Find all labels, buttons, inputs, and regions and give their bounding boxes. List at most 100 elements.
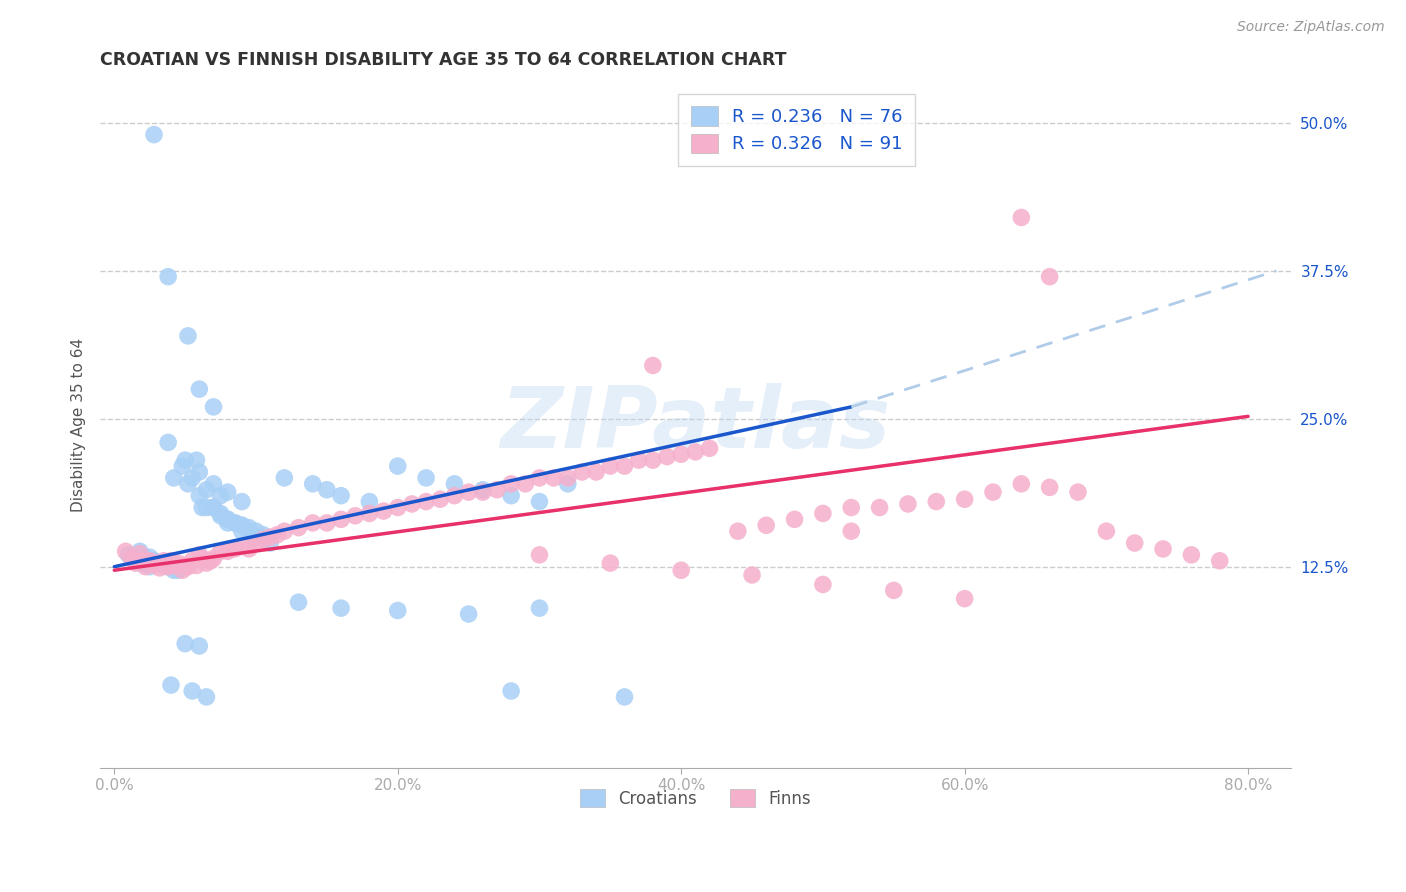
Point xyxy=(429,492,451,507)
Point xyxy=(1180,548,1202,562)
Point xyxy=(252,533,274,547)
Point xyxy=(1010,211,1032,225)
Point xyxy=(457,485,479,500)
Point xyxy=(209,507,232,521)
Point xyxy=(387,500,409,515)
Point xyxy=(501,476,523,491)
Point xyxy=(1209,554,1232,568)
Point xyxy=(301,476,323,491)
Point xyxy=(160,554,183,568)
Point xyxy=(401,497,423,511)
Point xyxy=(571,465,593,479)
Point xyxy=(195,500,218,515)
Point xyxy=(330,489,353,503)
Point xyxy=(202,551,225,566)
Point xyxy=(259,536,281,550)
Point xyxy=(245,536,267,550)
Point xyxy=(191,500,214,515)
Point xyxy=(641,453,664,467)
Point xyxy=(783,512,806,526)
Point xyxy=(1039,269,1062,284)
Point xyxy=(177,476,200,491)
Point xyxy=(172,459,194,474)
Point xyxy=(143,554,166,568)
Point xyxy=(188,548,211,562)
Point xyxy=(177,559,200,574)
Point xyxy=(741,568,763,582)
Point xyxy=(1123,536,1146,550)
Point xyxy=(114,544,136,558)
Point xyxy=(224,516,246,530)
Point xyxy=(124,556,146,570)
Point xyxy=(188,489,211,503)
Point xyxy=(172,563,194,577)
Point xyxy=(471,483,494,497)
Point xyxy=(287,521,309,535)
Point xyxy=(186,453,208,467)
Point xyxy=(315,483,337,497)
Point xyxy=(217,512,239,526)
Point xyxy=(641,359,664,373)
Point xyxy=(669,563,692,577)
Point xyxy=(613,690,636,704)
Point xyxy=(883,583,905,598)
Point xyxy=(685,445,707,459)
Point xyxy=(157,269,180,284)
Point xyxy=(209,489,232,503)
Point xyxy=(599,556,621,570)
Point xyxy=(501,684,523,698)
Point xyxy=(124,554,146,568)
Text: CROATIAN VS FINNISH DISABILITY AGE 35 TO 64 CORRELATION CHART: CROATIAN VS FINNISH DISABILITY AGE 35 TO… xyxy=(100,51,786,69)
Point xyxy=(1095,524,1118,539)
Point xyxy=(202,500,225,515)
Point xyxy=(1039,480,1062,494)
Point xyxy=(839,500,862,515)
Text: Source: ZipAtlas.com: Source: ZipAtlas.com xyxy=(1237,20,1385,34)
Point xyxy=(273,471,295,485)
Point xyxy=(163,471,186,485)
Point xyxy=(195,556,218,570)
Point xyxy=(217,516,239,530)
Point xyxy=(224,541,246,556)
Point xyxy=(238,521,260,535)
Point xyxy=(186,558,208,573)
Point xyxy=(217,485,239,500)
Point xyxy=(443,476,465,491)
Point xyxy=(231,518,253,533)
Point xyxy=(259,530,281,544)
Point xyxy=(163,563,186,577)
Point xyxy=(217,512,239,526)
Point xyxy=(613,459,636,474)
Point xyxy=(925,494,948,508)
Point xyxy=(174,453,197,467)
Point xyxy=(188,465,211,479)
Point xyxy=(217,544,239,558)
Legend: Croatians, Finns: Croatians, Finns xyxy=(574,782,818,814)
Point xyxy=(655,450,678,464)
Point xyxy=(117,548,139,562)
Point xyxy=(231,494,253,508)
Point xyxy=(359,507,381,521)
Point xyxy=(627,453,650,467)
Point xyxy=(515,476,537,491)
Point xyxy=(157,559,180,574)
Point xyxy=(231,518,253,533)
Point xyxy=(131,554,153,568)
Point xyxy=(1010,476,1032,491)
Point xyxy=(245,530,267,544)
Point xyxy=(143,128,166,142)
Point xyxy=(301,516,323,530)
Point xyxy=(202,476,225,491)
Point xyxy=(146,556,169,570)
Point xyxy=(699,442,721,456)
Point xyxy=(727,524,749,539)
Point xyxy=(443,489,465,503)
Point xyxy=(287,595,309,609)
Point xyxy=(224,516,246,530)
Point xyxy=(471,485,494,500)
Point xyxy=(1152,541,1174,556)
Point xyxy=(415,471,437,485)
Point xyxy=(163,558,186,573)
Point xyxy=(200,554,222,568)
Point xyxy=(557,471,579,485)
